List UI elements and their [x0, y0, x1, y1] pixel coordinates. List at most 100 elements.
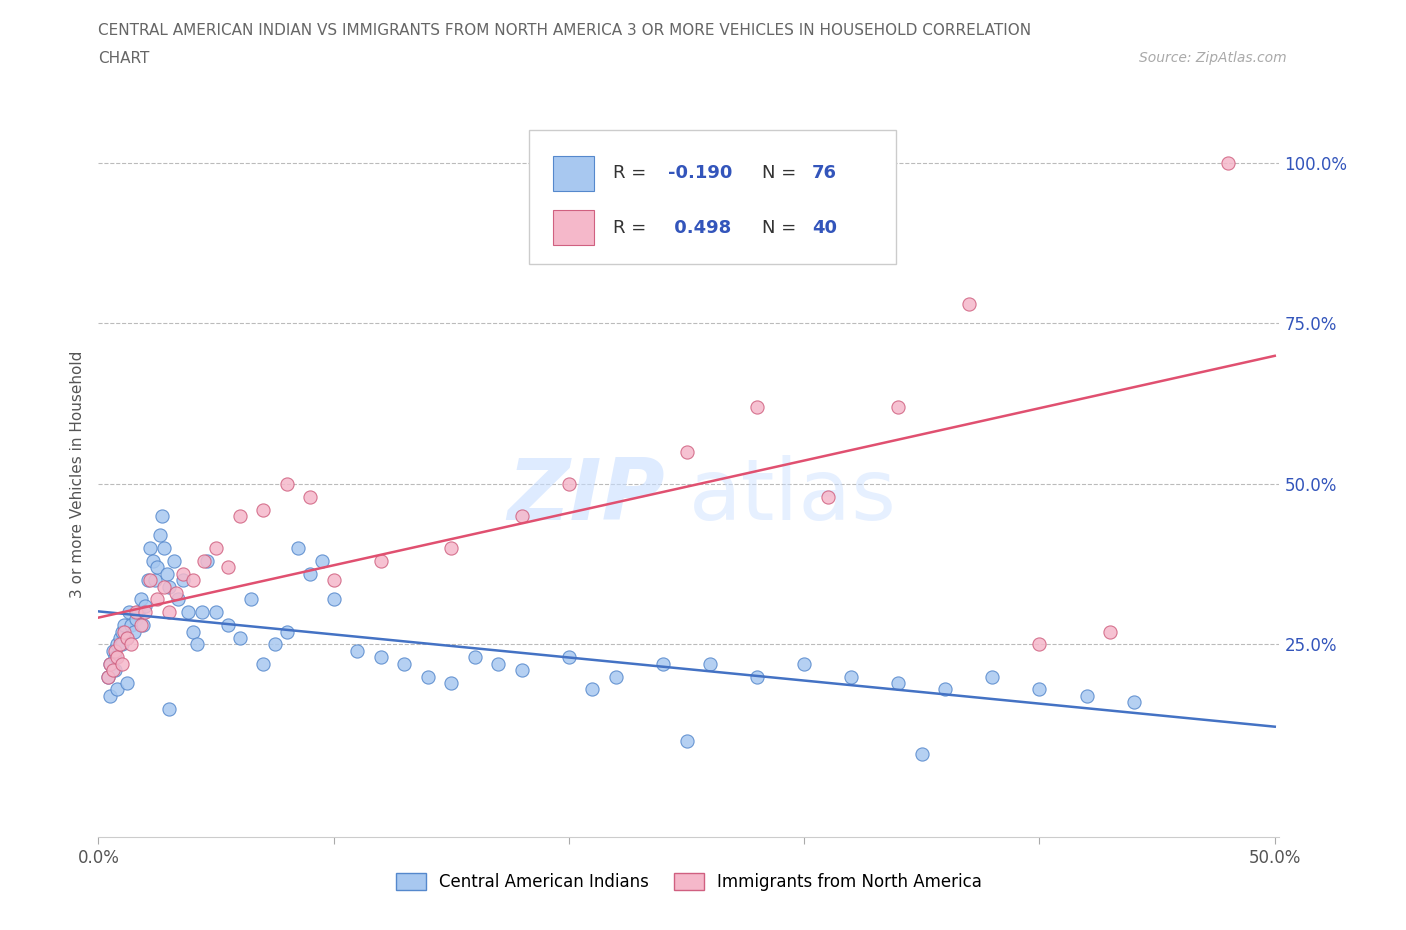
Point [157, 579, 180, 594]
Point [105, 682, 128, 697]
Point [370, 553, 392, 568]
Point [181, 624, 204, 639]
Point [217, 618, 239, 632]
Point [394, 657, 416, 671]
Point [118, 604, 141, 619]
Point [112, 618, 135, 632]
Text: R =: R = [613, 165, 652, 182]
Point [104, 650, 127, 665]
Text: CHART: CHART [98, 51, 150, 66]
Point [1028, 682, 1050, 697]
Point [205, 540, 228, 555]
Point [322, 592, 344, 607]
Point [136, 573, 159, 588]
Point [172, 566, 194, 581]
Point [205, 604, 228, 619]
Point [139, 540, 162, 555]
Point [957, 297, 980, 312]
Text: 76: 76 [811, 165, 837, 182]
Point [1216, 155, 1239, 170]
Point [122, 624, 145, 639]
Point [228, 631, 250, 645]
Point [157, 701, 180, 716]
Point [675, 445, 697, 459]
Point [276, 476, 298, 491]
Point [98, 657, 121, 671]
Text: atlas: atlas [689, 455, 897, 538]
Text: N =: N = [762, 165, 803, 182]
Point [887, 675, 910, 690]
Point [129, 618, 152, 632]
Point [299, 566, 322, 581]
Point [263, 637, 285, 652]
Point [111, 657, 134, 671]
Point [240, 592, 263, 607]
Point [440, 675, 463, 690]
Point [817, 489, 839, 504]
Point [1028, 637, 1050, 652]
Point [105, 637, 128, 652]
Point [839, 669, 862, 684]
Point [115, 631, 138, 645]
Point [98, 688, 121, 703]
Point [143, 573, 166, 588]
Point [108, 631, 131, 645]
Point [191, 604, 214, 619]
Point [440, 540, 463, 555]
Point [132, 618, 155, 632]
Point [149, 528, 172, 543]
Point [911, 746, 934, 761]
Point [1122, 695, 1144, 710]
Point [1099, 624, 1122, 639]
Point [558, 476, 581, 491]
Point [163, 553, 186, 568]
Text: 0.498: 0.498 [668, 219, 731, 236]
Point [252, 502, 274, 517]
Point [97, 669, 120, 684]
Y-axis label: 3 or more Vehicles in Household: 3 or more Vehicles in Household [70, 351, 86, 598]
Point [675, 733, 697, 748]
FancyBboxPatch shape [553, 210, 595, 246]
Point [141, 553, 163, 568]
Point [125, 604, 148, 619]
Point [115, 631, 138, 645]
Point [228, 509, 250, 524]
Point [322, 573, 344, 588]
Point [252, 657, 274, 671]
Text: Source: ZipAtlas.com: Source: ZipAtlas.com [1139, 51, 1286, 65]
Point [101, 644, 124, 658]
Point [120, 618, 142, 632]
FancyBboxPatch shape [530, 130, 896, 264]
Point [129, 592, 152, 607]
Point [150, 509, 173, 524]
Point [887, 400, 910, 415]
Point [652, 657, 675, 671]
Point [111, 624, 134, 639]
Point [416, 669, 439, 684]
Point [510, 663, 533, 678]
Point [165, 586, 187, 601]
Point [558, 650, 581, 665]
Text: N =: N = [762, 219, 803, 236]
Point [125, 611, 148, 626]
Point [108, 637, 131, 652]
Point [98, 657, 121, 671]
Point [486, 657, 509, 671]
Point [181, 573, 204, 588]
Point [153, 540, 176, 555]
Point [120, 637, 142, 652]
Point [111, 637, 134, 652]
Text: R =: R = [613, 219, 652, 236]
Point [153, 579, 176, 594]
Point [699, 657, 721, 671]
FancyBboxPatch shape [553, 156, 595, 191]
Point [104, 644, 127, 658]
Point [1076, 688, 1098, 703]
Point [747, 400, 769, 415]
Point [981, 669, 1004, 684]
Point [139, 573, 162, 588]
Legend: Central American Indians, Immigrants from North America: Central American Indians, Immigrants fro… [389, 866, 988, 897]
Point [510, 509, 533, 524]
Point [193, 553, 215, 568]
Point [287, 540, 309, 555]
